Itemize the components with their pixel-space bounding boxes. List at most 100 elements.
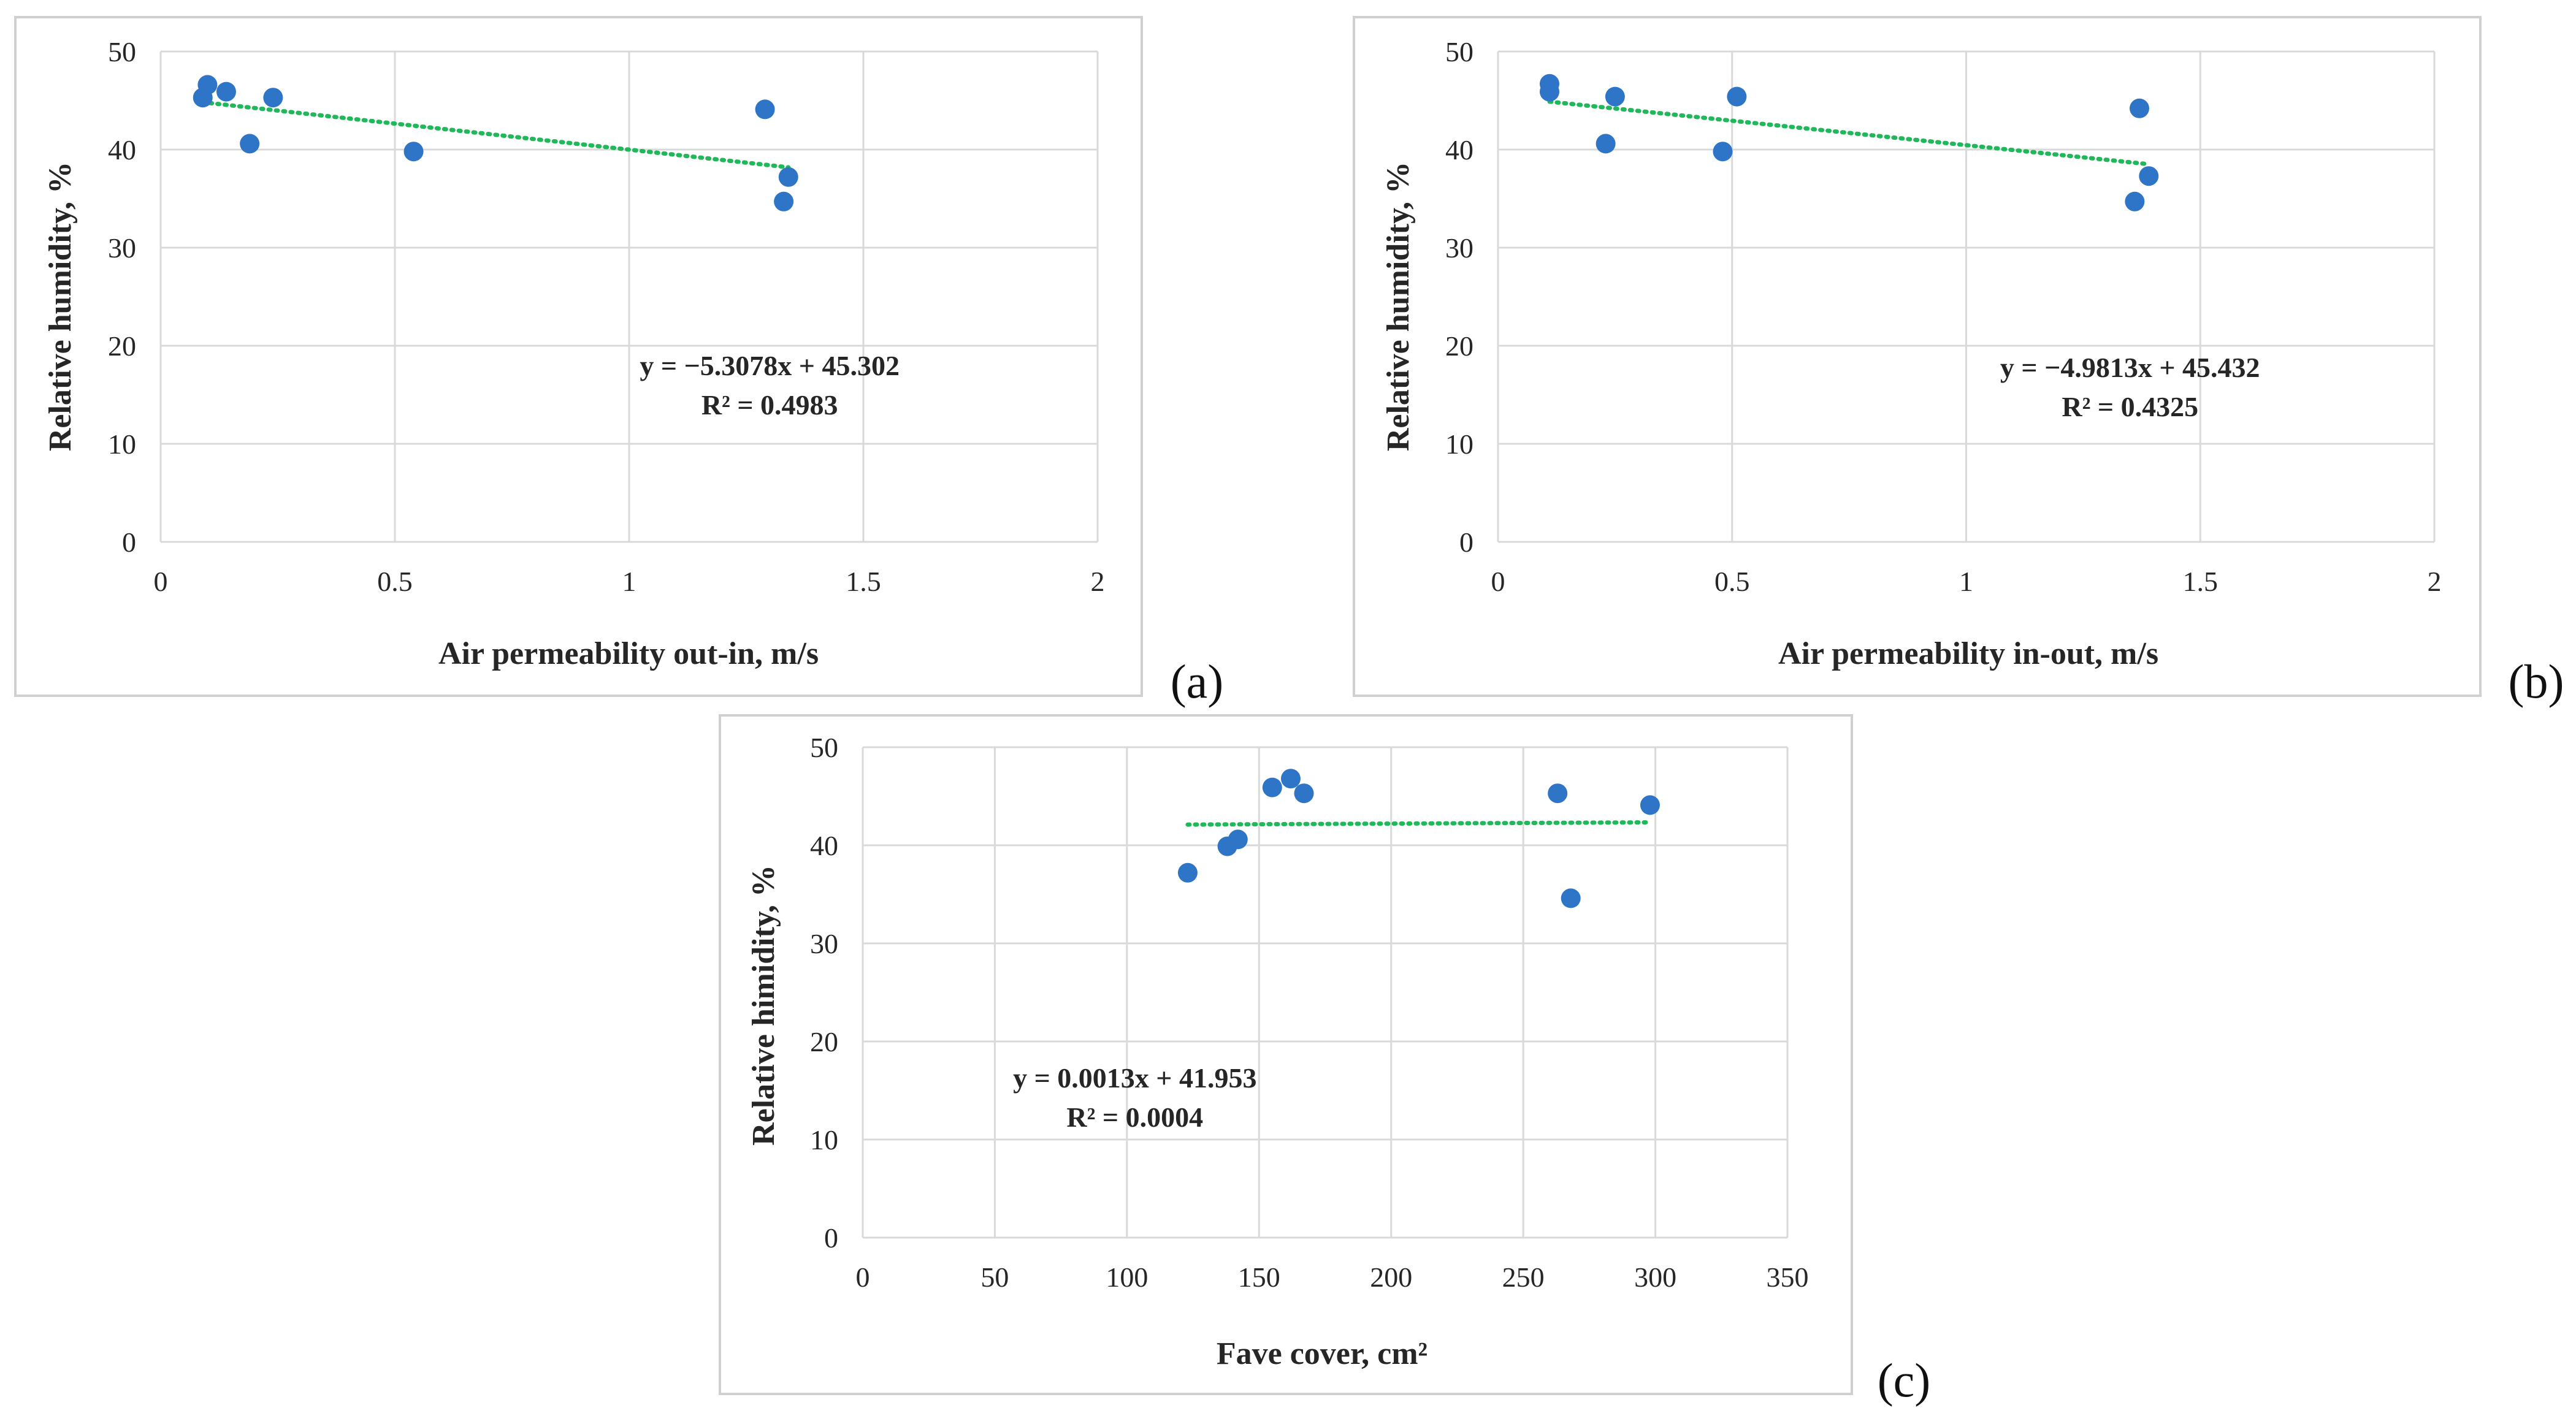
panel-b-label: (b) <box>2509 655 2564 708</box>
panel-b-x-tick-label-4: 2 <box>2428 566 2442 597</box>
panel-c-label: (c) <box>1878 1353 1931 1407</box>
panel-b-x-tick-label-3: 1.5 <box>2183 566 2219 597</box>
panel-b-equation: y = −4.9813x + 45.432 <box>2000 352 2260 383</box>
panel-a-equation: y = −5.3078x + 45.302 <box>640 350 900 381</box>
panel-a-y-tick-labels: 0 10 20 30 40 50 <box>108 36 136 558</box>
panel-c-trendline-group <box>1185 820 1653 827</box>
panel-c-y-tick-label-1: 10 <box>810 1124 838 1155</box>
panel-c-y-tick-label-4: 40 <box>810 830 838 861</box>
panel-a-y-axis-title: Relative humidity, % <box>43 162 78 451</box>
panel-c-equation: y = 0.0013x + 41.953 <box>1013 1062 1256 1094</box>
panel-a-frame <box>14 16 1143 697</box>
panel-b-y-tick-label-3: 30 <box>1445 232 1473 264</box>
panel-a-label: (a) <box>1171 655 1224 708</box>
panel-a-data-point-2 <box>216 82 236 102</box>
panel-b-points <box>1539 74 2159 211</box>
panel-a-data-point-6 <box>755 99 775 120</box>
panel-a-x-tick-label-3: 1.5 <box>846 566 881 597</box>
panel-c-x-tick-label-0: 0 <box>856 1262 870 1293</box>
panel-b-x-tick-labels: 0 0.5 1 1.5 2 <box>1491 566 2442 597</box>
panel-b-data-point-5 <box>1727 86 1747 107</box>
panel-c-data-point-5 <box>1294 783 1314 804</box>
panel-c-x-tick-label-7: 350 <box>1767 1262 1809 1293</box>
panel-b-data-point-2 <box>1596 134 1616 154</box>
panel-c-y-tick-labels: 0 10 20 30 40 50 <box>810 732 838 1254</box>
panel-a-x-tick-label-4: 2 <box>1091 566 1105 597</box>
panel-b-y-tick-labels: 0 10 20 30 40 50 <box>1445 36 1473 558</box>
panel-b-x-tick-label-2: 1 <box>1959 566 1973 597</box>
panel-c-y-tick-label-3: 30 <box>810 928 838 959</box>
panel-b-y-tick-label-2: 20 <box>1445 330 1473 362</box>
chart-panel-a: 0 10 20 30 40 50 0 0.5 1 1.5 2 Relative humidity,… <box>14 16 1224 708</box>
panel-c-r2: R² = 0.0004 <box>1066 1102 1203 1133</box>
panel-c-frame <box>719 714 1853 1395</box>
panel-c-data-point-8 <box>1640 795 1660 815</box>
panel-a-gridlines <box>159 50 1099 543</box>
panel-a-y-tick-label-3: 30 <box>108 232 136 264</box>
panel-b-data-point-3 <box>1605 86 1625 107</box>
panel-b-trendline-group <box>1547 99 2151 167</box>
panel-c-x-tick-label-5: 250 <box>1502 1262 1545 1293</box>
panel-b-y-axis-title: Relative humidity, % <box>1381 162 1416 451</box>
panel-b-data-point-4 <box>1713 142 1733 162</box>
panel-a-data-point-3 <box>240 134 260 154</box>
panel-c-x-tick-label-1: 50 <box>980 1262 1009 1293</box>
panel-a-x-tick-label-0: 0 <box>154 566 168 597</box>
panel-b-gridlines <box>1497 50 2436 543</box>
panel-b-y-tick-label-4: 40 <box>1445 134 1473 166</box>
panel-a-y-tick-label-1: 10 <box>108 428 136 460</box>
panel-c-y-tick-label-5: 50 <box>810 732 838 763</box>
panel-c-data-point-0 <box>1177 862 1198 883</box>
panel-a-trendline <box>201 100 791 170</box>
panel-c-trendline <box>1185 820 1653 827</box>
panel-c-points <box>1177 769 1660 908</box>
panel-c-data-point-4 <box>1280 769 1301 789</box>
panel-c-x-tick-labels: 0 50 100 150 200 250 300 350 <box>856 1262 1809 1293</box>
panel-c-data-point-3 <box>1262 777 1282 797</box>
panel-b-trendline <box>1547 99 2151 167</box>
panel-c-x-axis-title: Fave cover, cm² <box>1217 1336 1428 1371</box>
panel-c-y-axis-title: Relative himidity, % <box>746 865 781 1146</box>
panel-c-data-point-2 <box>1228 829 1248 850</box>
panel-b-y-tick-label-0: 0 <box>1459 527 1473 558</box>
panel-a-points <box>193 75 798 211</box>
panel-c-gridlines <box>862 746 1789 1239</box>
panel-b-data-point-8 <box>2139 166 2159 186</box>
panel-b-y-tick-label-1: 10 <box>1445 428 1473 460</box>
panel-a-data-point-5 <box>403 142 424 162</box>
panel-a-data-point-7 <box>774 191 794 211</box>
panel-a-x-tick-label-1: 0.5 <box>377 566 413 597</box>
panel-b-x-tick-label-0: 0 <box>1491 566 1505 597</box>
panel-a-data-point-1 <box>197 75 218 95</box>
panel-a-trendline-group <box>201 100 791 170</box>
panel-c-data-point-6 <box>1548 783 1568 804</box>
panel-c-y-tick-label-2: 20 <box>810 1026 838 1057</box>
panel-a-data-point-4 <box>263 88 283 108</box>
panel-c-x-tick-label-3: 150 <box>1238 1262 1280 1293</box>
panel-c-data-point-7 <box>1561 888 1581 908</box>
panel-b-data-point-1 <box>1539 82 1559 102</box>
panel-a-x-axis-title: Air permeability out-in, m/s <box>438 636 819 671</box>
panel-c-y-tick-label-0: 0 <box>824 1222 838 1254</box>
panel-a-y-tick-label-2: 20 <box>108 330 136 362</box>
chart-panel-b: 0 10 20 30 40 50 0 0.5 1 1.5 2 Relative humidity,… <box>1353 16 2564 708</box>
panel-a-x-tick-labels: 0 0.5 1 1.5 2 <box>154 566 1105 597</box>
panel-b-frame <box>1353 16 2482 697</box>
panel-b-data-point-6 <box>2125 191 2145 211</box>
panel-a-y-tick-label-0: 0 <box>122 527 136 558</box>
panel-a-data-point-8 <box>778 167 798 187</box>
panel-b-data-point-7 <box>2129 98 2149 118</box>
panel-b-x-axis-title: Air permeability in-out, m/s <box>1778 636 2158 671</box>
panel-a-x-tick-label-2: 1 <box>622 566 636 597</box>
panel-c-x-tick-label-6: 300 <box>1634 1262 1676 1293</box>
panel-b-r2: R² = 0.4325 <box>2062 391 2198 422</box>
chart-panel-c: 0 10 20 30 40 50 0 50 100 150 200 250 300 350 Relati… <box>719 714 1931 1407</box>
panel-c-x-tick-label-4: 200 <box>1370 1262 1412 1293</box>
panel-a-y-tick-label-5: 50 <box>108 36 136 67</box>
panel-b-y-tick-label-5: 50 <box>1445 36 1473 67</box>
panel-c-x-tick-label-2: 100 <box>1106 1262 1148 1293</box>
panel-b-x-tick-label-1: 0.5 <box>1714 566 1750 597</box>
panel-a-r2: R² = 0.4983 <box>701 389 838 421</box>
panel-a-y-tick-label-4: 40 <box>108 134 136 166</box>
